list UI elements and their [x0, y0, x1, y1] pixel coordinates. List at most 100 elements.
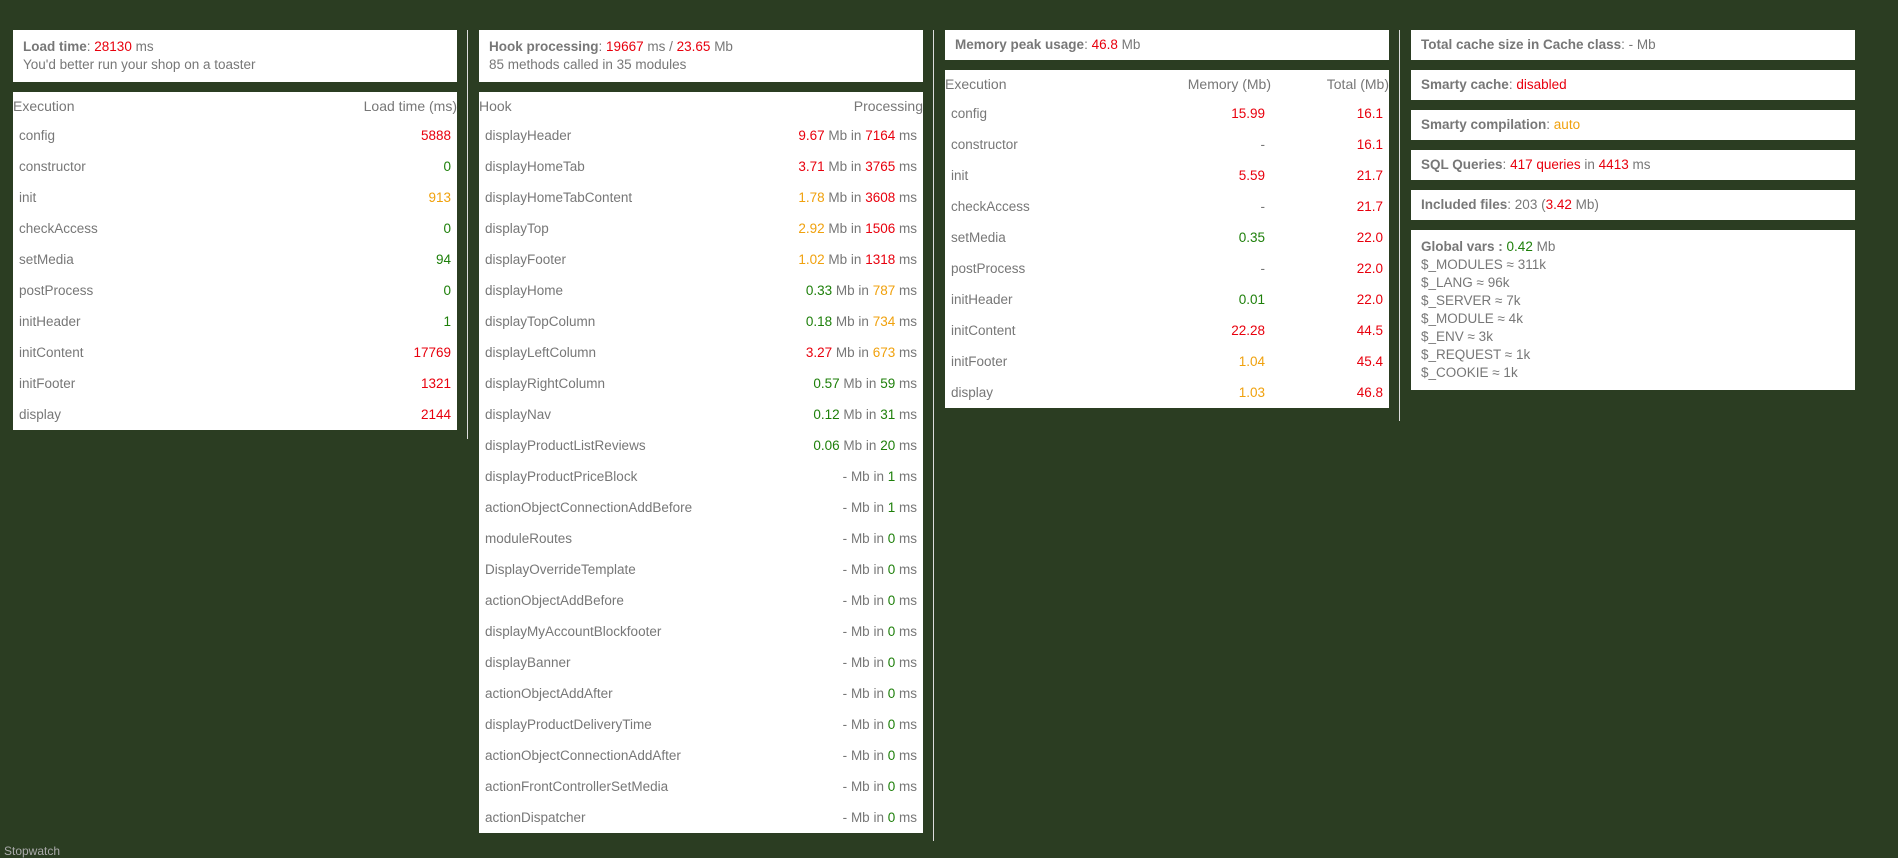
- hook-processing: 0.06 Mb in 20 ms: [813, 438, 917, 453]
- hook-name: displayProductDeliveryTime: [485, 717, 652, 732]
- memory-unit: Mb: [1121, 37, 1141, 52]
- table-row: displayHomeTabContent 1.78 Mb in 3608 ms: [479, 182, 923, 213]
- table-header: Execution Load time (ms): [13, 92, 457, 120]
- global-var-item: $_SERVER ≈ 7k: [1421, 293, 1521, 308]
- hook-name: displayHomeTabContent: [485, 190, 633, 205]
- column-divider: [1399, 30, 1400, 421]
- hook-processing: - Mb in 0 ms: [843, 531, 917, 546]
- row-memory: -: [1260, 137, 1266, 152]
- ms-label: ms: [899, 717, 917, 732]
- hook-memory: -: [842, 593, 848, 608]
- table-row: actionDispatcher - Mb in 0 ms: [479, 802, 923, 833]
- ms-label: ms: [899, 686, 917, 701]
- row-value: 0: [443, 159, 451, 174]
- mb-in-label: Mb in: [850, 593, 884, 608]
- table-row: displayRightColumn 0.57 Mb in 59 ms: [479, 368, 923, 399]
- row-value: 913: [428, 190, 451, 205]
- table-row: displayMyAccountBlockfooter - Mb in 0 ms: [479, 616, 923, 647]
- mb-in-label: Mb in: [850, 717, 884, 732]
- hook-time: 0: [887, 624, 896, 639]
- hook-time: 673: [872, 345, 896, 360]
- row-value: 0: [443, 283, 451, 298]
- cache-size-value: - Mb: [1628, 37, 1656, 52]
- memory-panel: Memory peak usage: 46.8 Mb Execution Mem…: [945, 30, 1389, 408]
- sql-time-unit: ms: [1632, 157, 1651, 172]
- hook-memory: 2.92: [798, 221, 825, 236]
- smarty-compilation-label: Smarty compilation: [1421, 117, 1547, 132]
- mb-in-label: Mb in: [850, 655, 884, 670]
- hook-memory: 1.78: [798, 190, 825, 205]
- load-time-panel: Load time: 28130 ms You'd better run you…: [13, 30, 457, 430]
- row-name: checkAccess: [951, 199, 1030, 214]
- table-row: initContent 17769: [13, 337, 457, 368]
- row-value: 17769: [413, 345, 451, 360]
- time-unit: ms /: [647, 39, 673, 54]
- hook-time: 1318: [865, 252, 896, 267]
- ms-label: ms: [899, 531, 917, 546]
- table-row: displayFooter 1.02 Mb in 1318 ms: [479, 244, 923, 275]
- ms-label: ms: [899, 593, 917, 608]
- row-name: initContent: [951, 323, 1016, 338]
- mb-in-label: Mb in: [850, 624, 884, 639]
- mb-in-label: Mb in: [828, 159, 862, 174]
- hook-processing: 1.78 Mb in 3608 ms: [798, 190, 917, 205]
- table-row: displayLeftColumn 3.27 Mb in 673 ms: [479, 337, 923, 368]
- memory-summary: Memory peak usage: 46.8 Mb: [945, 30, 1389, 60]
- table-row: init 913: [13, 182, 457, 213]
- row-value: 94: [435, 252, 451, 267]
- global-var-item: $_REQUEST ≈ 1k: [1421, 347, 1531, 362]
- hook-name: actionObjectAddAfter: [485, 686, 613, 701]
- mb-in-label: Mb in: [850, 500, 884, 515]
- column-header: Execution: [13, 98, 75, 114]
- row-name: display: [951, 385, 994, 400]
- hook-name: displayHome: [485, 283, 564, 298]
- hook-processing: - Mb in 0 ms: [843, 624, 917, 639]
- hook-processing: 0.18 Mb in 734 ms: [806, 314, 917, 329]
- column-divider: [933, 30, 934, 841]
- hook-time: 20: [880, 438, 896, 453]
- hook-memory: -: [842, 810, 848, 825]
- table-row: checkAccess - 21.7: [945, 191, 1389, 222]
- table-row: displayHeader 9.67 Mb in 7164 ms: [479, 120, 923, 151]
- hook-name: displayLeftColumn: [485, 345, 597, 360]
- hook-memory: -: [842, 717, 848, 732]
- hook-name: displayBanner: [485, 655, 571, 670]
- hook-processing: - Mb in 0 ms: [843, 717, 917, 732]
- hook-processing: - Mb in 1 ms: [843, 500, 917, 515]
- global-vars-box: Global vars : 0.42 Mb $_MODULES ≈ 311k $_…: [1411, 230, 1855, 390]
- table-row: displayTop 2.92 Mb in 1506 ms: [479, 213, 923, 244]
- stopwatch-label: Stopwatch: [4, 844, 61, 858]
- table-row: setMedia 0.35 22.0: [945, 222, 1389, 253]
- row-memory: -: [1260, 199, 1266, 214]
- row-memory: 15.99: [1231, 106, 1265, 121]
- hook-name: displayHeader: [485, 128, 572, 143]
- hook-time: 0: [887, 717, 896, 732]
- sql-in-text: in: [1584, 157, 1595, 172]
- hook-memory: -: [842, 655, 848, 670]
- table-row: checkAccess 0: [13, 213, 457, 244]
- sql-queries-box: SQL Queries: 417 queries in 4413 ms: [1411, 150, 1855, 180]
- ms-label: ms: [899, 469, 917, 484]
- row-name: config: [951, 106, 988, 121]
- load-time-label: Load time: [23, 39, 87, 54]
- row-total: 22.0: [1356, 230, 1383, 245]
- row-value: 2144: [420, 407, 451, 422]
- mb-in-label: Mb in: [850, 748, 884, 763]
- ms-label: ms: [899, 810, 917, 825]
- table-row: postProcess 0: [13, 275, 457, 306]
- hook-processing: - Mb in 1 ms: [843, 469, 917, 484]
- hook-processing-memory: 23.65: [676, 39, 711, 54]
- row-value: 1: [443, 314, 451, 329]
- row-name: setMedia: [19, 252, 74, 267]
- row-memory: 1.04: [1238, 354, 1265, 369]
- ms-label: ms: [899, 655, 917, 670]
- mb-in-label: Mb in: [843, 438, 877, 453]
- ms-label: ms: [899, 438, 917, 453]
- hook-time: 3608: [865, 190, 896, 205]
- hook-processing: 0.12 Mb in 31 ms: [813, 407, 917, 422]
- row-value: 0: [443, 221, 451, 236]
- included-files-size: 3.42: [1545, 197, 1572, 212]
- table-row: DisplayOverrideTemplate - Mb in 0 ms: [479, 554, 923, 585]
- table-row: displayNav 0.12 Mb in 31 ms: [479, 399, 923, 430]
- table-row: displayHome 0.33 Mb in 787 ms: [479, 275, 923, 306]
